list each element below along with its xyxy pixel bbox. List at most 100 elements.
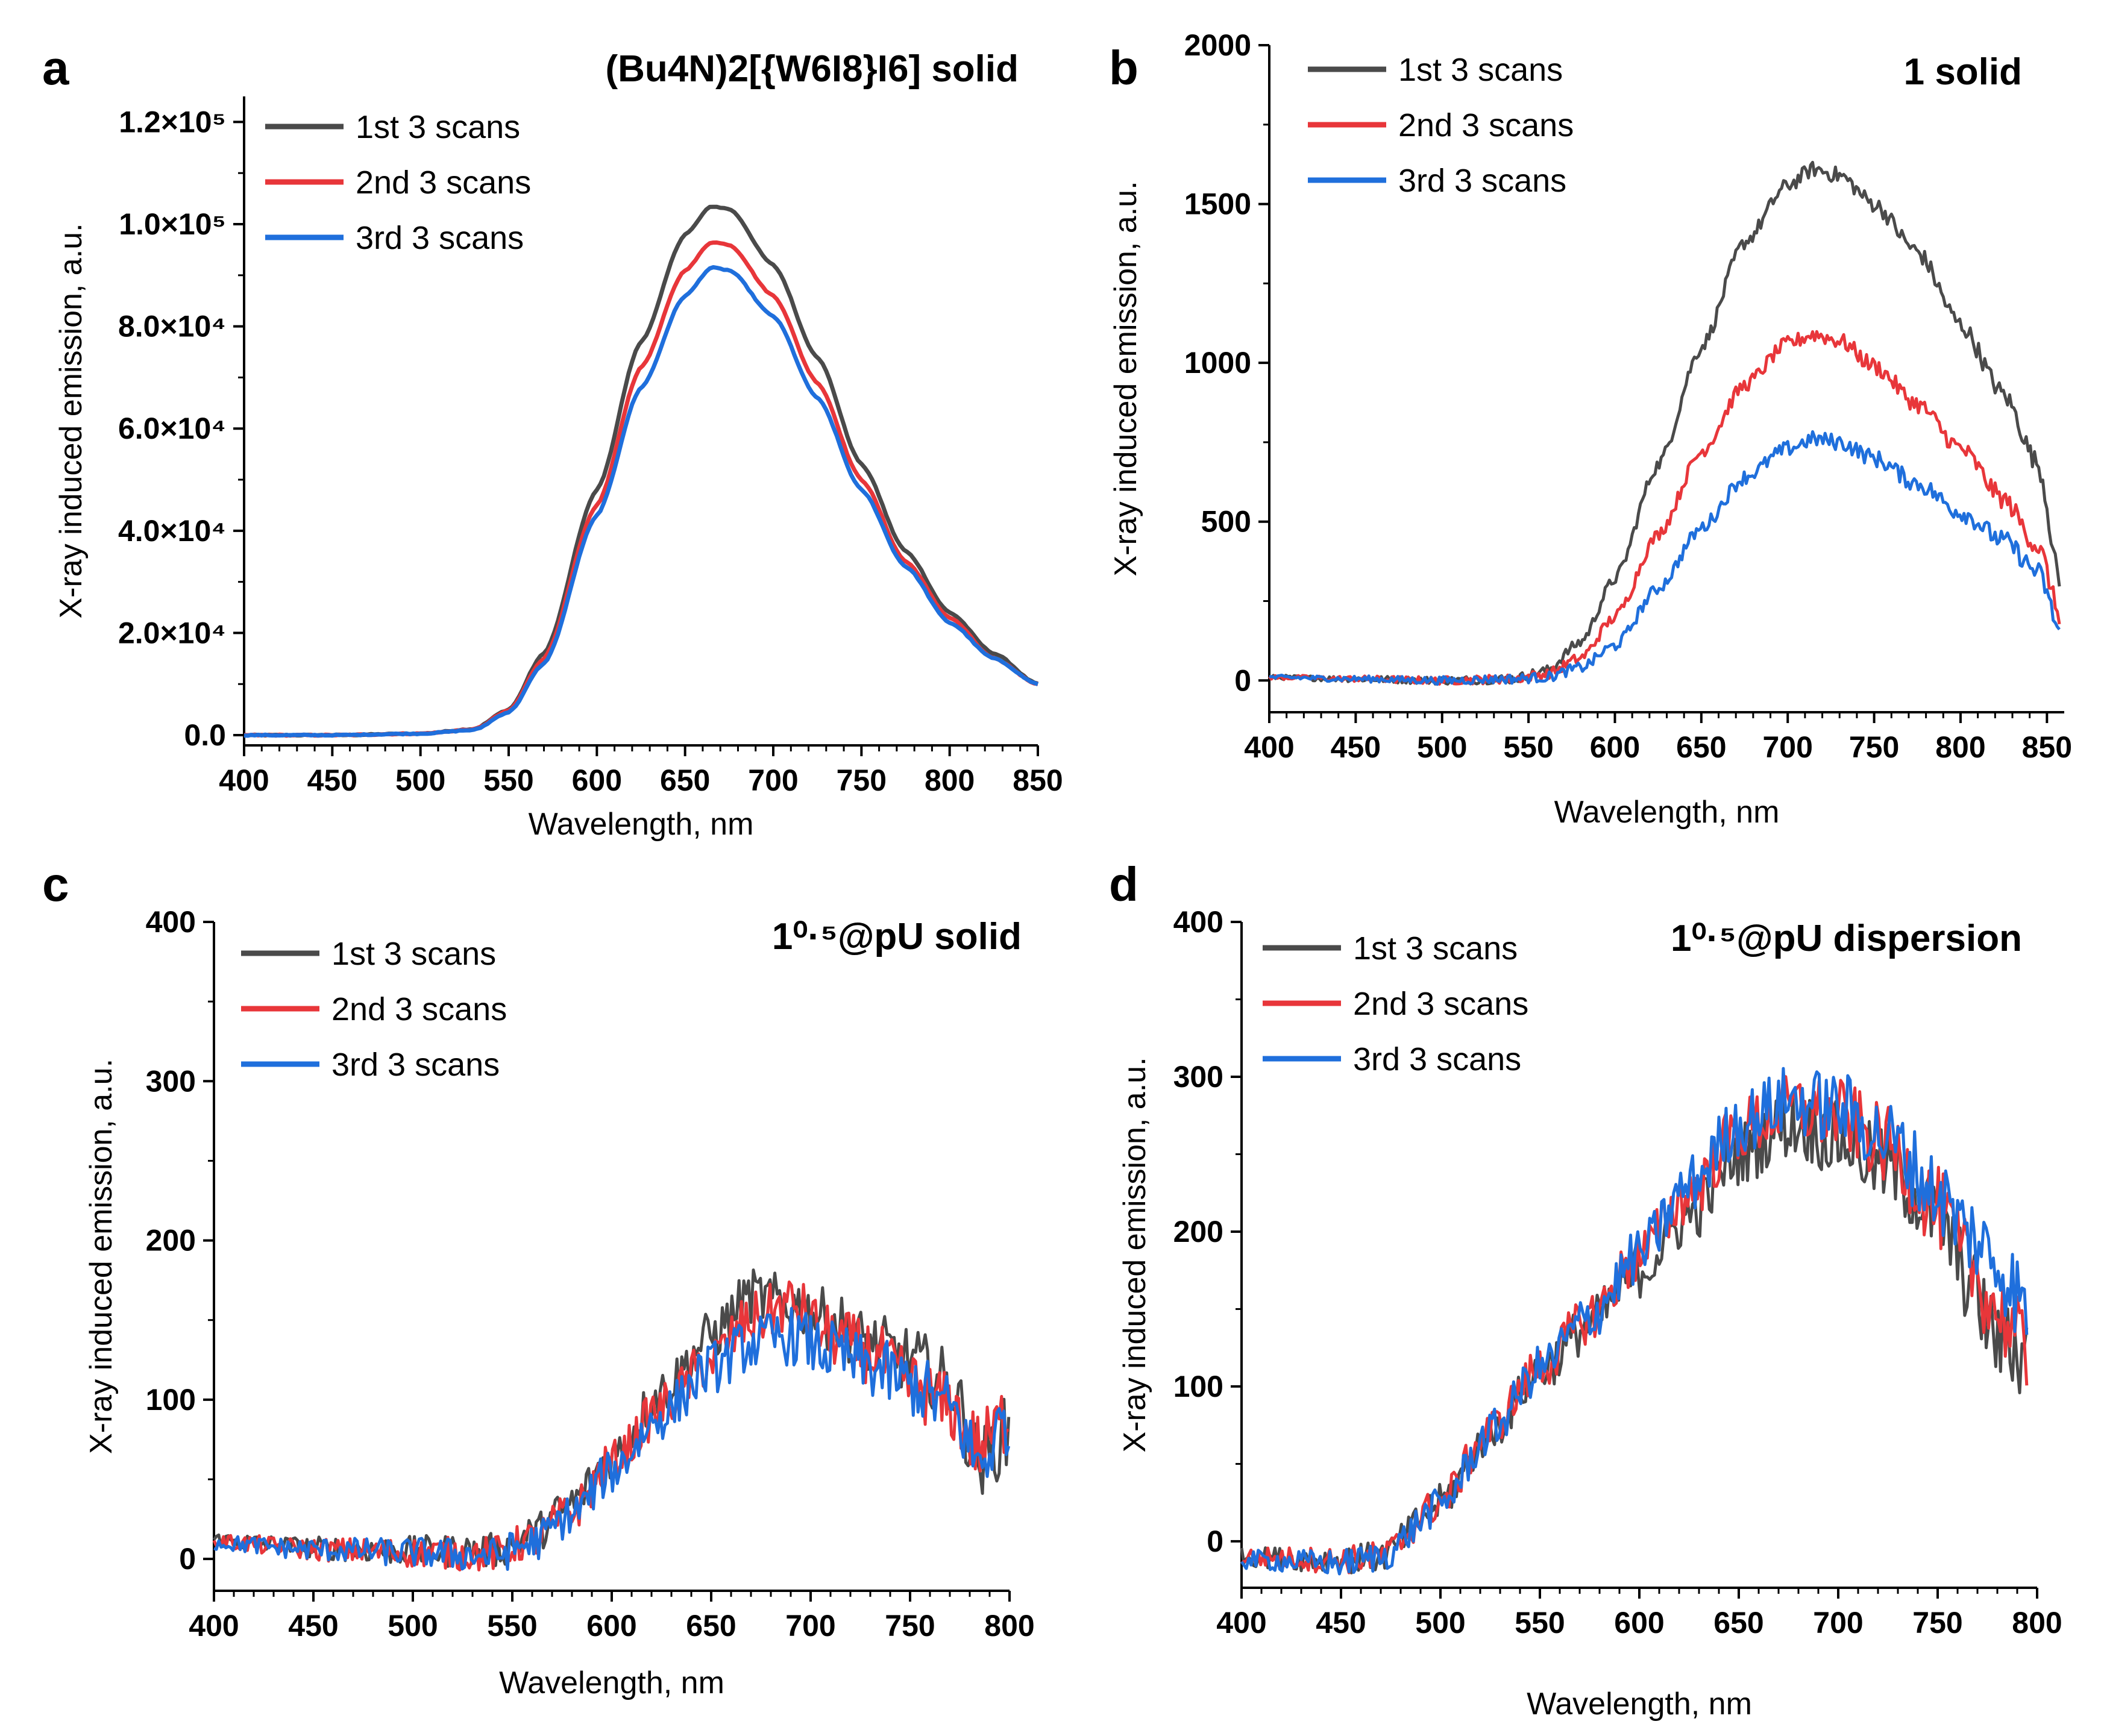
panel-letter: c (42, 857, 69, 911)
y-tick-label: 1500 (1184, 187, 1251, 221)
legend-label-3: 3rd 3 scans (1353, 1041, 1521, 1077)
y-tick-label: 2000 (1184, 28, 1251, 62)
legend-label-2: 2nd 3 scans (1353, 986, 1528, 1022)
series-line-2 (243, 240, 1038, 738)
legend-label-1: 1st 3 scans (331, 936, 496, 972)
legend-label-2: 2nd 3 scans (1398, 107, 1574, 143)
x-tick-label: 800 (984, 1609, 1034, 1643)
y-tick-label: 2.0×10⁴ (118, 616, 226, 650)
x-tick-label: 800 (1935, 730, 1985, 764)
y-axis-label: X-ray induced emission, a.u. (1117, 1057, 1152, 1452)
y-tick-label: 1000 (1184, 346, 1251, 380)
x-tick-label: 650 (686, 1609, 736, 1643)
panel-title: 1⁰·⁵@pU solid (772, 916, 1022, 957)
x-tick-label: 550 (483, 763, 533, 797)
x-tick-label: 450 (307, 763, 357, 797)
x-tick-label: 700 (1813, 1606, 1863, 1640)
legend-label-1: 1st 3 scans (1353, 930, 1518, 967)
panel-a: 400 450 500 550 600 650 700 750 800 850 0.0 2.0×10⁴… (42, 41, 1063, 842)
series-line-3 (1269, 430, 2061, 686)
legend-label-2: 2nd 3 scans (356, 165, 531, 201)
panel-b: 400 450 500 550 600 650 700 750 800 850 0 500 1000 15… (1108, 28, 2072, 830)
y-tick-label: 6.0×10⁴ (118, 412, 226, 445)
y-tick-label: 0.0 (184, 718, 226, 752)
x-tick-label: 400 (189, 1609, 239, 1643)
y-axis-label: X-ray induced emission, a.u. (84, 1059, 119, 1454)
x-tick-label: 600 (1614, 1606, 1664, 1640)
y-tick-label: 1.0×10⁵ (119, 207, 226, 241)
x-tick-label: 750 (1912, 1606, 1962, 1640)
x-tick-label: 500 (1415, 1606, 1465, 1640)
y-tick-label: 0 (179, 1542, 196, 1576)
legend-label-1: 1st 3 scans (1398, 52, 1563, 88)
legend-label-3: 3rd 3 scans (356, 220, 524, 256)
series-line-1 (243, 204, 1038, 738)
series-line-1 (212, 1268, 1011, 1568)
x-tick-label: 650 (1676, 730, 1726, 764)
x-tick-label: 550 (1515, 1606, 1565, 1640)
x-tick-label: 400 (1216, 1606, 1266, 1640)
y-tick-label: 300 (146, 1064, 196, 1098)
x-tick-label: 450 (1316, 1606, 1366, 1640)
x-tick-label: 750 (1849, 730, 1899, 764)
x-axis-label: Wavelength, nm (1527, 1687, 1752, 1722)
x-tick-label: 400 (1244, 730, 1294, 764)
y-tick-label: 200 (146, 1224, 196, 1258)
x-axis-label: Wavelength, nm (499, 1665, 724, 1700)
y-tick-label: 4.0×10⁴ (118, 514, 226, 548)
series-line-3 (213, 1306, 1011, 1571)
x-tick-label: 450 (288, 1609, 338, 1643)
x-tick-label: 500 (388, 1609, 438, 1643)
series-line-3 (243, 265, 1039, 738)
y-tick-label: 100 (146, 1383, 196, 1417)
panel-title: 1 solid (1904, 51, 2022, 93)
panel-letter: d (1109, 857, 1138, 911)
x-tick-label: 850 (1013, 763, 1063, 797)
y-tick-label: 8.0×10⁴ (118, 310, 226, 343)
y-tick-label: 400 (1173, 905, 1223, 939)
x-tick-label: 650 (1713, 1606, 1763, 1640)
x-tick-label: 650 (660, 763, 710, 797)
panel-c: 400 450 500 550 600 650 700 750 800 0 100 200 300 400… (42, 857, 1035, 1700)
x-tick-label: 700 (1762, 730, 1812, 764)
x-tick-label: 450 (1331, 730, 1381, 764)
x-tick-label: 700 (785, 1609, 835, 1643)
x-tick-label: 550 (487, 1609, 537, 1643)
y-axis-label: X-ray induced emission, a.u. (1108, 181, 1143, 576)
x-tick-label: 800 (925, 763, 975, 797)
x-tick-label: 700 (748, 763, 798, 797)
series-line-3 (1240, 1067, 2029, 1576)
panel-title: 1⁰·⁵@pU dispersion (1671, 918, 2022, 959)
series-line-2 (212, 1280, 1009, 1571)
y-tick-label: 200 (1173, 1215, 1223, 1249)
panel-letter: b (1109, 41, 1138, 95)
y-tick-label: 0 (1207, 1524, 1223, 1558)
x-tick-label: 600 (1590, 730, 1640, 764)
x-axis-label: Wavelength, nm (529, 807, 754, 842)
legend-label-3: 3rd 3 scans (331, 1047, 500, 1083)
y-tick-label: 400 (146, 905, 196, 939)
legend-label-3: 3rd 3 scans (1398, 163, 1566, 199)
panel-title: (Bu4N)2[{W6I8}I6] solid (605, 48, 1019, 90)
x-tick-label: 400 (219, 763, 269, 797)
legend-label-1: 1st 3 scans (356, 109, 520, 145)
y-tick-label: 100 (1173, 1370, 1223, 1403)
x-tick-label: 600 (586, 1609, 636, 1643)
x-tick-label: 750 (885, 1609, 935, 1643)
y-tick-label: 0 (1234, 663, 1251, 697)
x-tick-label: 750 (837, 763, 887, 797)
x-tick-label: 850 (2022, 730, 2072, 764)
x-tick-label: 500 (1417, 730, 1467, 764)
x-tick-label: 550 (1503, 730, 1553, 764)
panel-d: 400 450 500 550 600 650 700 750 800 0 100 200 300 400… (1109, 857, 2062, 1722)
x-axis-label: Wavelength, nm (1554, 795, 1780, 830)
x-tick-label: 800 (2012, 1606, 2062, 1640)
x-tick-label: 500 (395, 763, 445, 797)
series-line-2 (1240, 1074, 2029, 1575)
y-tick-label: 300 (1173, 1060, 1223, 1094)
series-line-2 (1268, 330, 2061, 686)
panel-letter: a (42, 41, 69, 95)
y-axis-label: X-ray induced emission, a.u. (54, 223, 89, 618)
x-tick-label: 600 (572, 763, 622, 797)
